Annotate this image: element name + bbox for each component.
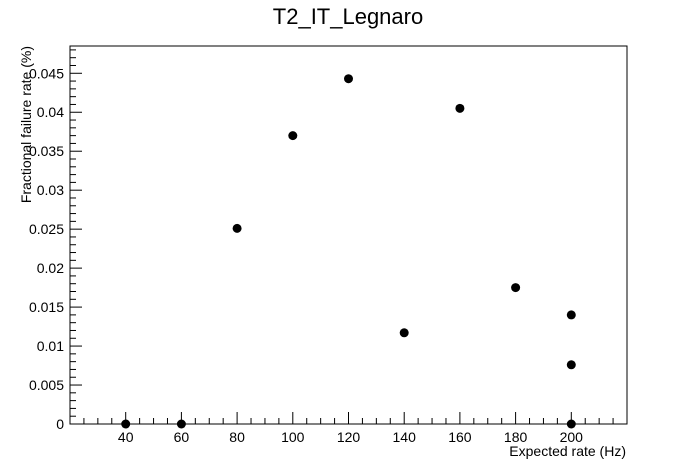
chart-title: T2_IT_Legnaro: [273, 4, 423, 29]
y-tick-label: 0.04: [37, 104, 64, 120]
data-point: [232, 223, 242, 233]
plot-frame: [69, 45, 628, 425]
data-point: [566, 419, 576, 429]
data-point: [566, 360, 576, 370]
data-point: [566, 310, 576, 320]
data-point: [288, 131, 298, 141]
y-tick-label: 0.03: [37, 182, 64, 198]
x-tick-label: 160: [448, 429, 472, 445]
y-tick-label: 0.005: [29, 377, 64, 393]
y-tick-label: 0: [56, 416, 64, 432]
x-tick-label: 60: [174, 429, 190, 445]
data-point: [455, 103, 465, 113]
y-tick-label: 0.025: [29, 221, 64, 237]
y-tick-label: 0.015: [29, 299, 64, 315]
x-tick-label: 100: [281, 429, 305, 445]
data-point: [399, 328, 409, 338]
data-points: [121, 74, 576, 429]
x-tick-label: 140: [393, 429, 417, 445]
y-tick-label: 0.035: [29, 143, 64, 159]
x-axis: 40 60 80 100 120 140 160 180 200: [69, 412, 628, 445]
y-tick-label: 0.045: [29, 65, 64, 81]
x-axis-title: Expected rate (Hz): [509, 443, 626, 459]
x-tick-label: 200: [560, 429, 584, 445]
y-axis: 0 0.005 0.01 0.015 0.02 0.025 0.03 0.035 0.04 0.0…: [29, 49, 82, 432]
y-tick-label: 0.01: [37, 338, 64, 354]
y-axis-title: Fractional failure rate (%): [18, 46, 34, 203]
data-point: [176, 419, 186, 429]
x-tick-label: 180: [504, 429, 528, 445]
data-point: [121, 419, 131, 429]
data-point: [344, 74, 353, 84]
data-point: [511, 283, 521, 293]
x-tick-label: 80: [229, 429, 245, 445]
y-tick-label: 0.02: [37, 260, 64, 276]
x-tick-label: 40: [118, 429, 134, 445]
x-tick-label: 120: [337, 429, 361, 445]
